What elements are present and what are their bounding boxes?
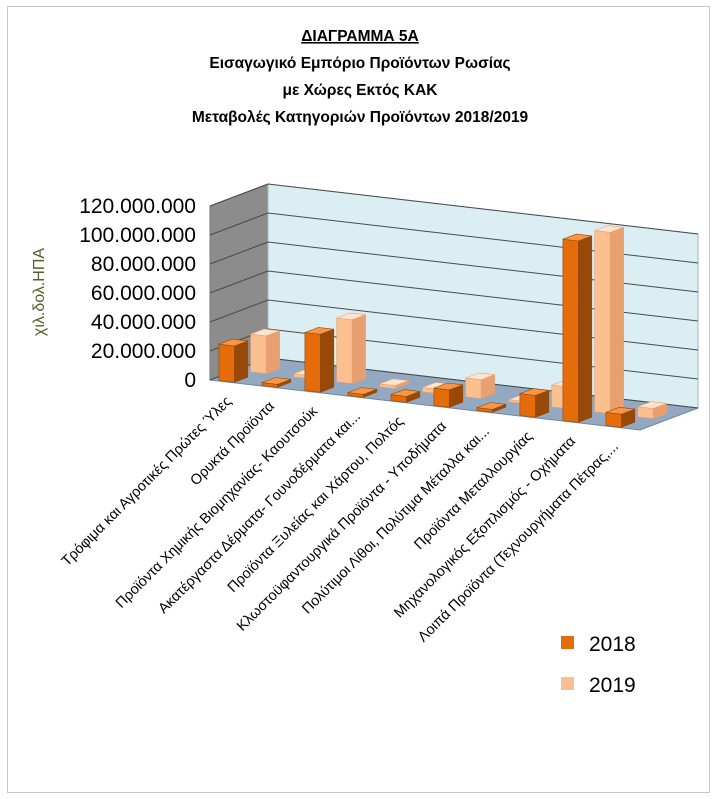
y-tick-label: 20.000.000 [91, 340, 196, 363]
bar-2018-2 [304, 327, 335, 393]
bar-2018-3 [347, 387, 378, 398]
category-label: Μηχανολογικός Εξοπλισμός - Οχήματα [391, 434, 579, 622]
bar-2019-5 [465, 372, 495, 400]
category-label: Τρόφιμα και Αγροτικές Πρώτες Ύλες [59, 394, 235, 570]
chart-title-line-2: Εισαγωγικό Εμπόριο Προϊόντων Ρωσίας [209, 55, 510, 72]
chart-title-line-1: ΔΙΑΓΡΑΜΜΑ 5Α [301, 28, 418, 45]
bar-2019-8 [594, 225, 624, 415]
bars [218, 225, 667, 428]
bar-2019-9 [637, 401, 667, 420]
bar-2018-7 [519, 388, 550, 418]
y-tick-label: 100.000.000 [79, 224, 196, 247]
bar-2019-3 [379, 378, 409, 390]
gridline [209, 299, 699, 351]
bar-2019-2 [336, 312, 366, 385]
category-label: Προϊόντα Ξυλείας και Χάρτου, Πολτός [225, 414, 407, 596]
y-tick-label: 120.000.000 [79, 195, 196, 218]
chart-title: ΔΙΑΓΡΑΜΜΑ 5Α Εισαγωγικό Εμπόριο Προϊόντω… [192, 28, 529, 126]
category-label: Ορυκτά Προϊόντα [188, 399, 278, 489]
legend-swatch-2018 [561, 636, 574, 649]
bar-2018-1 [261, 377, 292, 388]
bar-2018-6 [476, 402, 507, 413]
bar-2019-0 [250, 328, 280, 375]
y-tick-label: 80.000.000 [91, 253, 196, 276]
y-tick-label: 40.000.000 [91, 311, 196, 334]
y-axis-label: χιλ.δολ.ΗΠΑ [31, 248, 48, 336]
bar-2018-8 [562, 233, 593, 423]
gridline [209, 212, 699, 264]
category-labels: Τρόφιμα και Αγροτικές Πρώτες ΎλεςΟρυκτά … [59, 394, 622, 646]
legend-label-2018: 2018 [589, 633, 636, 656]
bar-2018-5 [433, 382, 464, 408]
bar-2018-4 [390, 389, 421, 403]
y-tick-label: 60.000.000 [91, 282, 196, 305]
y-tick-label: 0 [184, 369, 196, 392]
legend-label-2019: 2019 [589, 674, 636, 697]
legend: 2018 2019 [561, 633, 636, 697]
gridline [209, 241, 699, 293]
chart-title-line-4: Μεταβολές Κατηγοριών Προϊόντων 2018/2019 [192, 109, 529, 126]
gridline [209, 183, 699, 235]
bar-2018-0 [218, 338, 249, 383]
bar-2018-9 [605, 406, 636, 428]
chart-title-line-3: με Χώρες Εκτός ΚΑΚ [283, 82, 439, 99]
gridline [209, 270, 699, 322]
legend-swatch-2019 [561, 677, 574, 690]
y-axis-ticks: 0 20.000.000 40.000.000 60.000.000 80.000.00… [79, 195, 196, 392]
